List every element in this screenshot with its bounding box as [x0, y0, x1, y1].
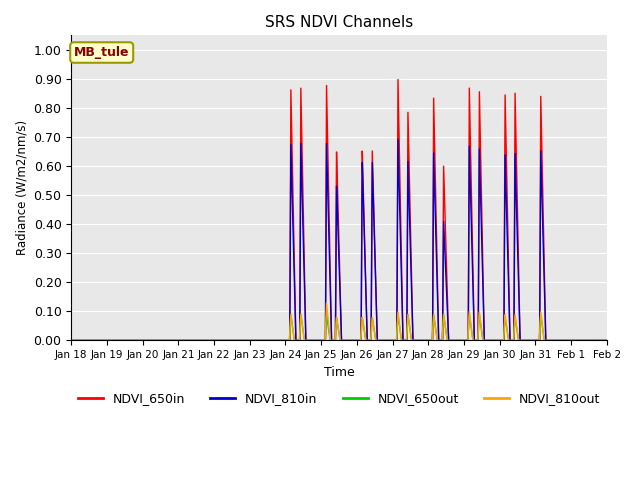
Title: SRS NDVI Channels: SRS NDVI Channels	[265, 15, 413, 30]
Legend: NDVI_650in, NDVI_810in, NDVI_650out, NDVI_810out: NDVI_650in, NDVI_810in, NDVI_650out, NDV…	[73, 387, 605, 410]
X-axis label: Time: Time	[324, 366, 355, 379]
Y-axis label: Radiance (W/m2/nm/s): Radiance (W/m2/nm/s)	[15, 120, 28, 255]
Text: MB_tule: MB_tule	[74, 46, 129, 59]
